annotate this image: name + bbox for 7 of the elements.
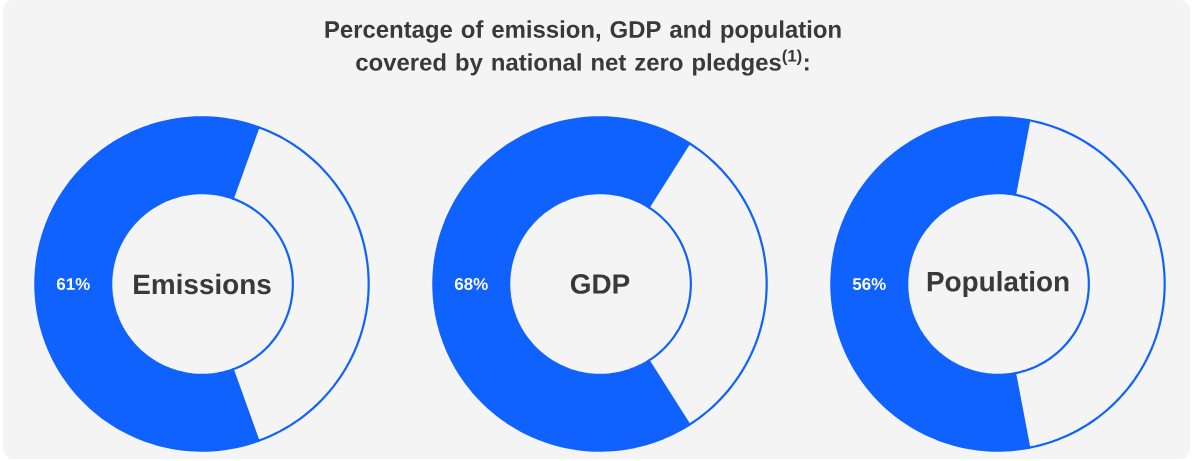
data-label: 61% <box>56 277 90 290</box>
chart-title: Percentage of emission, GDP and population covered by national net zero pledges$^{(1)}$: <box>325 20 841 76</box>
text: Population <box>927 270 1069 297</box>
data-label: 56% <box>852 277 886 290</box>
text: Emissions <box>134 273 271 295</box>
data-label: 68% <box>454 277 488 290</box>
text: GDP <box>570 274 630 294</box>
